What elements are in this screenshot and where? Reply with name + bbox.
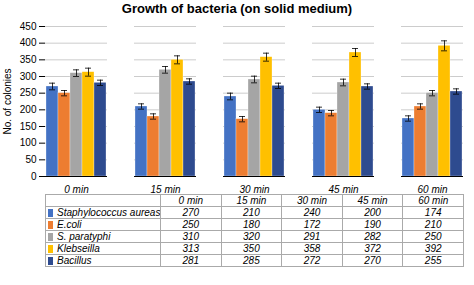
html-text:174: 174 <box>424 207 442 218</box>
svg-text:100: 100 <box>20 137 37 148</box>
html-text:200: 200 <box>364 207 381 218</box>
html-text:320: 320 <box>243 231 260 242</box>
html-text:Klebseilla: Klebseilla <box>57 243 100 254</box>
html-text:350: 350 <box>243 243 260 254</box>
svg-text:0 min: 0 min <box>64 184 89 194</box>
html-text:172: 172 <box>303 219 321 230</box>
html-text:313: 313 <box>182 243 200 254</box>
html-text:30 min: 30 min <box>297 195 327 206</box>
svg-text:15 min: 15 min <box>150 184 180 194</box>
svg-text:350: 350 <box>20 54 37 65</box>
html-text:291: 291 <box>303 231 321 242</box>
html-text:210: 210 <box>243 207 260 218</box>
html-text:Bacillus: Bacillus <box>57 255 92 266</box>
html-text:282: 282 <box>364 231 381 242</box>
html-text:180: 180 <box>243 219 260 230</box>
svg-text:250: 250 <box>20 87 37 98</box>
html-text:270: 270 <box>182 207 200 218</box>
svg-text:300: 300 <box>20 71 37 82</box>
html-text:0 min: 0 min <box>178 195 203 206</box>
html-text:310: 310 <box>182 231 200 242</box>
html-text:210: 210 <box>424 219 442 230</box>
svg-text:45 min: 45 min <box>328 184 358 194</box>
html-text:190: 190 <box>364 219 381 230</box>
html-text:285: 285 <box>243 255 260 266</box>
html-text:240: 240 <box>303 207 321 218</box>
html-text:270: 270 <box>364 255 381 266</box>
html-text:255: 255 <box>424 255 442 266</box>
svg-text:400: 400 <box>20 37 37 48</box>
svg-text:150: 150 <box>20 121 37 132</box>
svg-text:No. of colonies: No. of colonies <box>2 68 13 134</box>
html-text:272: 272 <box>303 255 321 266</box>
html-text:250: 250 <box>424 231 442 242</box>
html-text:Growth of bacteria (on solid m: Growth of bacteria (on solid medium) <box>121 1 353 16</box>
html-text:392: 392 <box>424 243 442 254</box>
svg-text:60 min: 60 min <box>417 184 447 194</box>
html-text:S. paratyphi: S. paratyphi <box>57 231 111 242</box>
svg-text:0: 0 <box>31 171 37 182</box>
svg-text:450: 450 <box>20 21 37 32</box>
html-text:E.coli: E.coli <box>57 219 82 230</box>
html-text:372: 372 <box>364 243 381 254</box>
svg-text:200: 200 <box>20 104 37 115</box>
html-text:Staphylococcus aureas: Staphylococcus aureas <box>57 207 161 218</box>
svg-text:50: 50 <box>25 154 37 165</box>
html-text:250: 250 <box>182 219 200 230</box>
html-text:281: 281 <box>182 255 200 266</box>
svg-text:30 min: 30 min <box>239 184 269 194</box>
html-text:358: 358 <box>303 243 321 254</box>
html-text:15 min: 15 min <box>236 195 267 206</box>
